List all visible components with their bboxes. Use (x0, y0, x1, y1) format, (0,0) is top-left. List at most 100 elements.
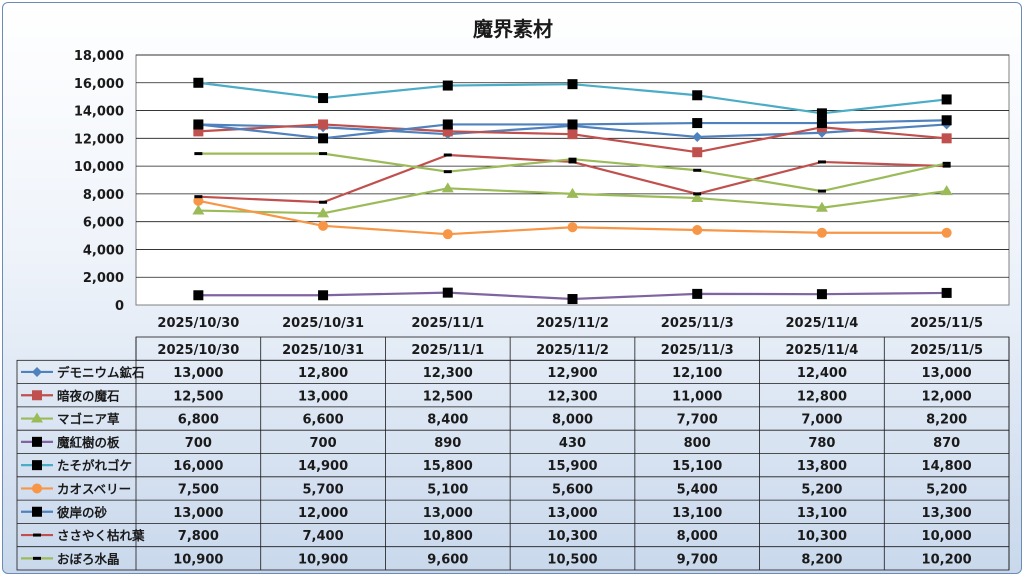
data-point (319, 152, 328, 156)
table-value-cell: 12,300 (547, 389, 597, 404)
data-point (318, 220, 329, 231)
series-name: ささやく枯れ葉 (57, 528, 145, 543)
table-value-cell: 12,400 (797, 366, 847, 381)
legend-key-marker (31, 412, 43, 423)
series-3 (192, 182, 953, 218)
table-value-cell: 7,400 (303, 529, 344, 544)
data-point (693, 168, 702, 172)
data-point (566, 187, 579, 198)
table-value-cell: 13,000 (298, 389, 348, 404)
table-value-cell: 13,800 (797, 459, 847, 474)
data-point (692, 147, 703, 158)
series-9 (194, 152, 951, 193)
data-point (318, 119, 329, 130)
table-value-cell: 800 (684, 436, 711, 451)
table-value-cell: 10,200 (922, 552, 972, 567)
table-value-cell: 12,000 (922, 389, 972, 404)
table-value-cell: 8,200 (926, 413, 967, 428)
data-point (816, 289, 827, 300)
table-value-cell: 13,300 (922, 506, 972, 521)
table-value-cell: 780 (808, 436, 835, 451)
table-value-cell: 870 (933, 436, 960, 451)
table-value-cell: 9,600 (427, 552, 468, 567)
x-tick-label: 2025/10/31 (282, 316, 364, 331)
table-header-cell: 2025/11/2 (536, 343, 609, 358)
series-name: たそがれゴケ (57, 458, 132, 473)
table-value-cell: 10,800 (423, 529, 473, 544)
data-point (319, 200, 328, 204)
table-value-cell: 10,300 (797, 529, 847, 544)
table-header-cell: 2025/10/31 (282, 343, 364, 358)
y-tick-label: 2,000 (83, 271, 124, 286)
table-value-cell: 5,200 (926, 482, 967, 497)
legend-key-marker (32, 506, 42, 517)
table-value-cell: 7,800 (178, 529, 219, 544)
table-value-cell: 7,000 (801, 413, 842, 428)
data-point (816, 227, 827, 238)
y-tick-label: 12,000 (74, 132, 124, 147)
series-name: おぼろ水晶 (57, 551, 120, 566)
legend-key-marker (32, 390, 42, 401)
table-value-cell: 5,700 (303, 482, 344, 497)
table-value-cell: 5,400 (677, 482, 718, 497)
series-name: 魔紅樹の板 (57, 435, 120, 450)
table-value-cell: 5,600 (552, 482, 593, 497)
data-point (692, 225, 703, 235)
x-tick-label: 2025/11/1 (411, 316, 484, 331)
data-point (194, 195, 203, 199)
table-value-cell: 11,000 (672, 389, 722, 404)
series-5 (193, 77, 952, 119)
data-point (193, 195, 204, 206)
table-value-cell: 15,800 (423, 459, 473, 474)
legend-key-marker (32, 366, 42, 377)
table-value-cell: 13,000 (173, 506, 223, 521)
y-tick-label: 4,000 (83, 243, 124, 258)
y-tick-label: 14,000 (74, 105, 124, 120)
data-point (816, 108, 827, 119)
data-point (941, 287, 952, 298)
data-point (193, 77, 204, 88)
series-name: 暗夜の魔石 (57, 388, 120, 403)
x-tick-label: 2025/11/4 (786, 316, 859, 331)
data-point (567, 129, 578, 140)
data-point (692, 90, 703, 101)
table-value-cell: 8,000 (552, 413, 593, 428)
table-value-cell: 13,100 (672, 506, 722, 521)
data-point (941, 94, 952, 105)
table-value-cell: 430 (559, 436, 586, 451)
data-point (193, 126, 204, 137)
table-header-cell: 2025/10/30 (157, 343, 239, 358)
x-tick-label: 2025/10/30 (157, 316, 239, 331)
table-header-cell: 2025/11/5 (910, 343, 983, 358)
table-value-cell: 16,000 (173, 459, 223, 474)
legend-key-marker (33, 533, 41, 537)
data-point (442, 80, 453, 91)
data-point (318, 133, 329, 144)
data-point (567, 222, 578, 233)
table-value-cell: 13,100 (797, 506, 847, 521)
legend-key-marker (32, 483, 42, 494)
table-header-cell: 2025/11/4 (786, 343, 859, 358)
series-name: マゴニア草 (57, 412, 120, 427)
data-point (940, 185, 953, 196)
data-point (443, 153, 452, 157)
table-body-box (16, 359, 1010, 571)
table-value-cell: 13,000 (423, 506, 473, 521)
series-name: カオスベリー (57, 481, 131, 496)
table-value-cell: 12,100 (672, 366, 722, 381)
data-point (568, 160, 577, 164)
table-value-cell: 12,000 (298, 506, 348, 521)
table-value-cell: 8,000 (677, 529, 718, 544)
data-point (567, 119, 578, 130)
data-point (693, 192, 702, 196)
series-6 (193, 195, 952, 240)
table-value-cell: 7,700 (677, 413, 718, 428)
table-value-cell: 700 (185, 436, 212, 451)
axes: 0 2,000 4,000 6,000 8,000 10,000 12,000 14,000 1… (74, 49, 1009, 331)
table-value-cell: 12,900 (547, 366, 597, 381)
data-point (567, 294, 578, 305)
table-value-cell: 13,000 (547, 506, 597, 521)
table-value-cell: 12,800 (298, 366, 348, 381)
legend-key-marker (32, 436, 42, 447)
data-point (941, 133, 952, 144)
